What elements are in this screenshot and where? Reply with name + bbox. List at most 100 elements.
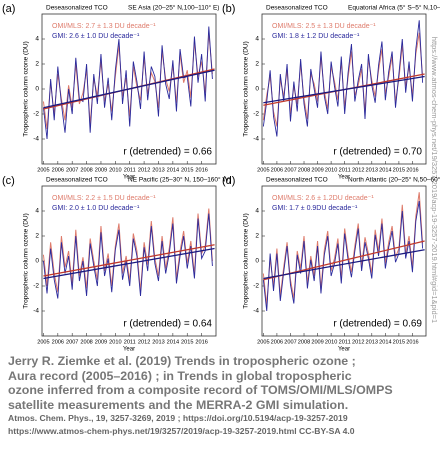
x-axis-label: Year xyxy=(338,175,350,181)
caption-line: ozone inferred from a composite record o… xyxy=(8,383,393,397)
x-tick-label: 2011 xyxy=(124,339,136,345)
y-tick-label: 0 xyxy=(35,258,39,265)
annotation: r (detrended) = 0.64 xyxy=(123,319,212,330)
y-tick-label: -2 xyxy=(253,283,259,290)
y-tick-label: -2 xyxy=(33,283,39,290)
trend-line xyxy=(263,249,425,280)
x-axis-label: Year xyxy=(123,175,135,181)
x-tick-label: 2016 xyxy=(195,339,207,345)
x-tick-label: 2016 xyxy=(406,167,418,173)
trend-line xyxy=(43,69,215,109)
x-tick-label: 2006 xyxy=(271,167,283,173)
source-line: Atmos. Chem. Phys., 19, 3257-3269, 2019 … xyxy=(8,413,348,423)
x-tick-label: 2007 xyxy=(284,167,296,173)
legend-entry: OMI/MLS: 2.6 ± 1.2DU decade⁻¹ xyxy=(272,195,374,202)
y-tick-label: 0 xyxy=(35,86,39,93)
panel-title: Deseasonalized TCO xyxy=(266,177,328,184)
legend-entry: OMI/MLS: 2.2 ± 1.5 DU decade⁻¹ xyxy=(52,195,156,202)
x-tick-label: 2005 xyxy=(37,167,49,173)
caption: Jerry R. Ziemke et al. (2019) Trends in … xyxy=(8,354,438,438)
x-tick-label: 2012 xyxy=(138,339,150,345)
panel-region: Equatorial Africa (5° S–5° N,10–40° E) xyxy=(348,4,440,12)
y-tick-label: -2 xyxy=(253,111,259,118)
legend-entry: GMI: 2.6 ± 1.0 DU decade⁻¹ xyxy=(52,33,140,40)
x-tick-label: 2008 xyxy=(298,167,310,173)
x-tick-label: 2005 xyxy=(257,339,269,345)
x-tick-label: 2006 xyxy=(52,339,64,345)
x-tick-label: 2012 xyxy=(138,167,150,173)
x-tick-label: 2011 xyxy=(339,167,351,173)
annotation: r (detrended) = 0.70 xyxy=(333,147,422,158)
x-tick-label: 2010 xyxy=(109,339,121,345)
x-tick-label: 2014 xyxy=(167,167,179,173)
y-tick-label: 0 xyxy=(255,258,259,265)
series-line xyxy=(42,208,213,293)
x-tick-label: 2005 xyxy=(37,339,49,345)
x-tick-label: 2009 xyxy=(311,339,323,345)
x-tick-label: 2007 xyxy=(284,339,296,345)
y-tick-label: -4 xyxy=(33,308,39,315)
legend-entry: GMI: 1.8 ± 1.2 DU decade⁻¹ xyxy=(272,33,360,40)
panel-region: North Atlantic (20–25° N,50–60° W) xyxy=(348,176,440,184)
x-tick-label: 2009 xyxy=(95,339,107,345)
x-tick-label: 2010 xyxy=(325,167,337,173)
x-tick-label: 2015 xyxy=(393,167,405,173)
x-tick-label: 2012 xyxy=(352,339,364,345)
x-tick-label: 2005 xyxy=(257,167,269,173)
panel-title: Deseasonalized TCO xyxy=(266,5,328,12)
caption-line: Jerry R. Ziemke et al. (2019) Trends in … xyxy=(8,354,356,368)
legend-entry: OMI/MLS: 2.7 ± 1.3 DU decade⁻¹ xyxy=(52,23,156,30)
y-tick-label: 4 xyxy=(35,208,39,215)
caption-line: satellite measurements and the MERRA-2 G… xyxy=(8,397,349,412)
panel-label: (b) xyxy=(222,3,235,15)
series-line xyxy=(42,213,213,299)
x-tick-label: 2008 xyxy=(80,339,92,345)
y-tick-label: -4 xyxy=(253,136,259,143)
y-tick-label: -4 xyxy=(253,308,259,315)
y-axis-label: Tropospheric column ozone (DU) xyxy=(23,41,30,137)
y-tick-label: 2 xyxy=(35,61,39,68)
x-tick-label: 2010 xyxy=(325,339,337,345)
y-tick-label: 0 xyxy=(255,86,259,93)
x-tick-label: 2013 xyxy=(152,167,164,173)
annotation: r (detrended) = 0.66 xyxy=(123,147,212,158)
y-tick-label: 4 xyxy=(35,36,39,43)
x-tick-label: 2007 xyxy=(66,167,78,173)
x-tick-label: 2006 xyxy=(271,339,283,345)
y-tick-label: -4 xyxy=(33,136,39,143)
x-tick-label: 2007 xyxy=(66,339,78,345)
y-tick-label: 2 xyxy=(255,233,259,240)
x-tick-label: 2011 xyxy=(124,167,136,173)
trend-line xyxy=(43,244,215,277)
panel-region: NE Pacific (25–30° N, 150–160° W) xyxy=(128,176,231,184)
panel-region: SE Asia (20–25° N,100–110° E) xyxy=(128,4,219,12)
y-axis-label: Tropospheric column ozone (DU) xyxy=(23,213,30,309)
annotation: r (detrended) = 0.69 xyxy=(333,319,422,330)
panel-title: Deseasonalized TCO xyxy=(46,177,108,184)
watermark: https://www.atmos-chem-phys.net/19/3257/… xyxy=(430,37,439,323)
y-tick-label: -2 xyxy=(33,111,39,118)
panel-title: Deseasonalized TCO xyxy=(46,5,108,12)
panel-label: (c) xyxy=(2,175,15,187)
x-tick-label: 2013 xyxy=(366,339,378,345)
caption-line: Aura record (2005–2016) ; in Trends in g… xyxy=(8,368,352,383)
x-tick-label: 2012 xyxy=(352,167,364,173)
x-tick-label: 2009 xyxy=(311,167,323,173)
x-tick-label: 2014 xyxy=(379,167,391,173)
panel-label: (a) xyxy=(2,3,15,15)
x-tick-label: 2014 xyxy=(167,339,179,345)
y-tick-label: 4 xyxy=(255,36,259,43)
x-tick-label: 2015 xyxy=(181,339,193,345)
source-line: https://www.atmos-chem-phys.net/19/3257/… xyxy=(8,426,355,436)
x-axis-label: Year xyxy=(123,347,135,352)
x-tick-label: 2008 xyxy=(298,339,310,345)
x-tick-label: 2013 xyxy=(152,339,164,345)
x-tick-label: 2011 xyxy=(339,339,351,345)
x-tick-label: 2014 xyxy=(379,339,391,345)
y-tick-label: 2 xyxy=(35,233,39,240)
x-tick-label: 2009 xyxy=(95,167,107,173)
legend-entry: GMI: 1.7 ± 0.9DU decade⁻¹ xyxy=(272,205,358,212)
series-line xyxy=(262,200,424,312)
trend-line xyxy=(43,247,215,280)
